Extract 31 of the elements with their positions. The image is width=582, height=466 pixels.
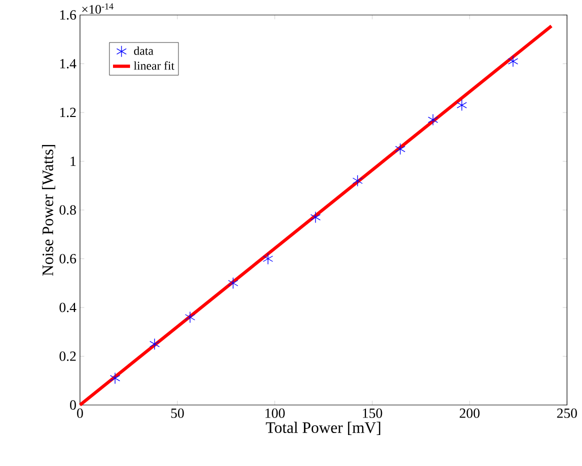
x-axis-title: Total Power [mV] bbox=[266, 422, 380, 435]
y-tick-label: 1.2 bbox=[60, 108, 76, 118]
point bbox=[395, 143, 406, 155]
y-axis-title: Noise Power [Watts] bbox=[42, 144, 56, 276]
y-tick-label: 0.4 bbox=[60, 302, 76, 312]
x-tick-label: 150 bbox=[362, 408, 382, 418]
point bbox=[150, 338, 160, 350]
point bbox=[228, 277, 238, 289]
point bbox=[110, 372, 120, 384]
y-tick-label: 1.6 bbox=[60, 10, 76, 20]
y-tick-label: 0 bbox=[70, 400, 76, 410]
point bbox=[352, 174, 363, 187]
legend-label: linear fit bbox=[134, 61, 174, 70]
point bbox=[262, 252, 274, 265]
point bbox=[184, 311, 196, 324]
x-tick-label: 250 bbox=[557, 408, 577, 418]
y-tick-label: 1.4 bbox=[60, 59, 76, 68]
y-tick-label: 0.8 bbox=[60, 205, 76, 215]
x-tick-label: 200 bbox=[460, 408, 480, 418]
point bbox=[428, 114, 438, 126]
legend-label: data bbox=[134, 46, 154, 55]
x-tick-label: 0 bbox=[77, 408, 83, 418]
point bbox=[456, 99, 467, 112]
y-tick-label: 1 bbox=[70, 156, 76, 166]
point bbox=[508, 55, 518, 68]
point bbox=[310, 211, 321, 224]
y-tick-label: 0.2 bbox=[60, 352, 76, 361]
x-tick-label: 50 bbox=[171, 408, 184, 418]
text: ×10$^{-14}$ bbox=[82, 3, 114, 14]
x-tick-label: 100 bbox=[266, 408, 285, 418]
y-tick-label: 0.6 bbox=[60, 254, 76, 264]
